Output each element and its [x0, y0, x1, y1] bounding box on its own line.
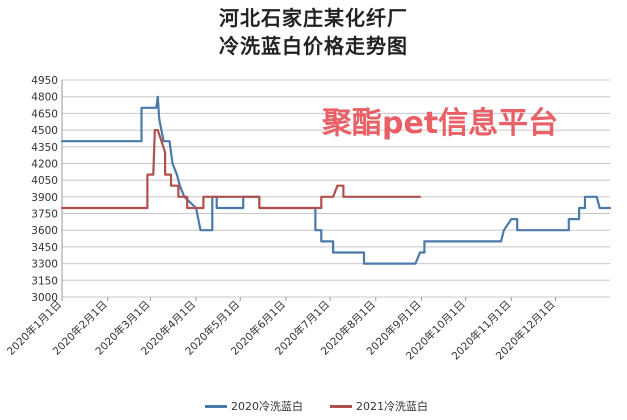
watermark-text: 聚酯pet信息平台	[322, 106, 559, 141]
series-line-2021	[60, 129, 422, 210]
y-tick-label: 3750	[31, 209, 58, 221]
legend-label: 2020冷洗蓝白	[231, 400, 303, 413]
y-tick-label: 4650	[31, 108, 58, 120]
y-tick-label: 4200	[31, 158, 58, 170]
series-line-2020	[60, 95, 612, 265]
y-tick-label: 4350	[31, 142, 58, 154]
legend-swatch	[330, 404, 352, 408]
y-tick-label: 3900	[31, 192, 58, 204]
y-tick-label: 4950	[31, 75, 58, 87]
chart-title: 河北石家庄某化纤厂	[219, 6, 408, 30]
y-tick-label: 3600	[31, 225, 58, 237]
y-tick-label: 3450	[31, 242, 58, 254]
y-tick-label: 4800	[31, 92, 58, 104]
y-tick-label: 3300	[31, 259, 58, 271]
y-tick-label: 3000	[31, 292, 58, 304]
y-tick-label: 4050	[31, 175, 58, 187]
legend-item-2021: 2021冷洗蓝白	[330, 398, 428, 414]
legend-item-2020: 2020冷洗蓝白	[205, 398, 303, 414]
legend-swatch	[205, 404, 227, 408]
legend-label: 2021冷洗蓝白	[356, 400, 428, 413]
chart-subtitle: 冷洗蓝白价格走势图	[219, 34, 408, 58]
legend: 2020冷洗蓝白 2021冷洗蓝白	[0, 398, 627, 416]
y-tick-label: 4500	[31, 125, 58, 137]
y-tick-label: 3150	[31, 275, 58, 287]
